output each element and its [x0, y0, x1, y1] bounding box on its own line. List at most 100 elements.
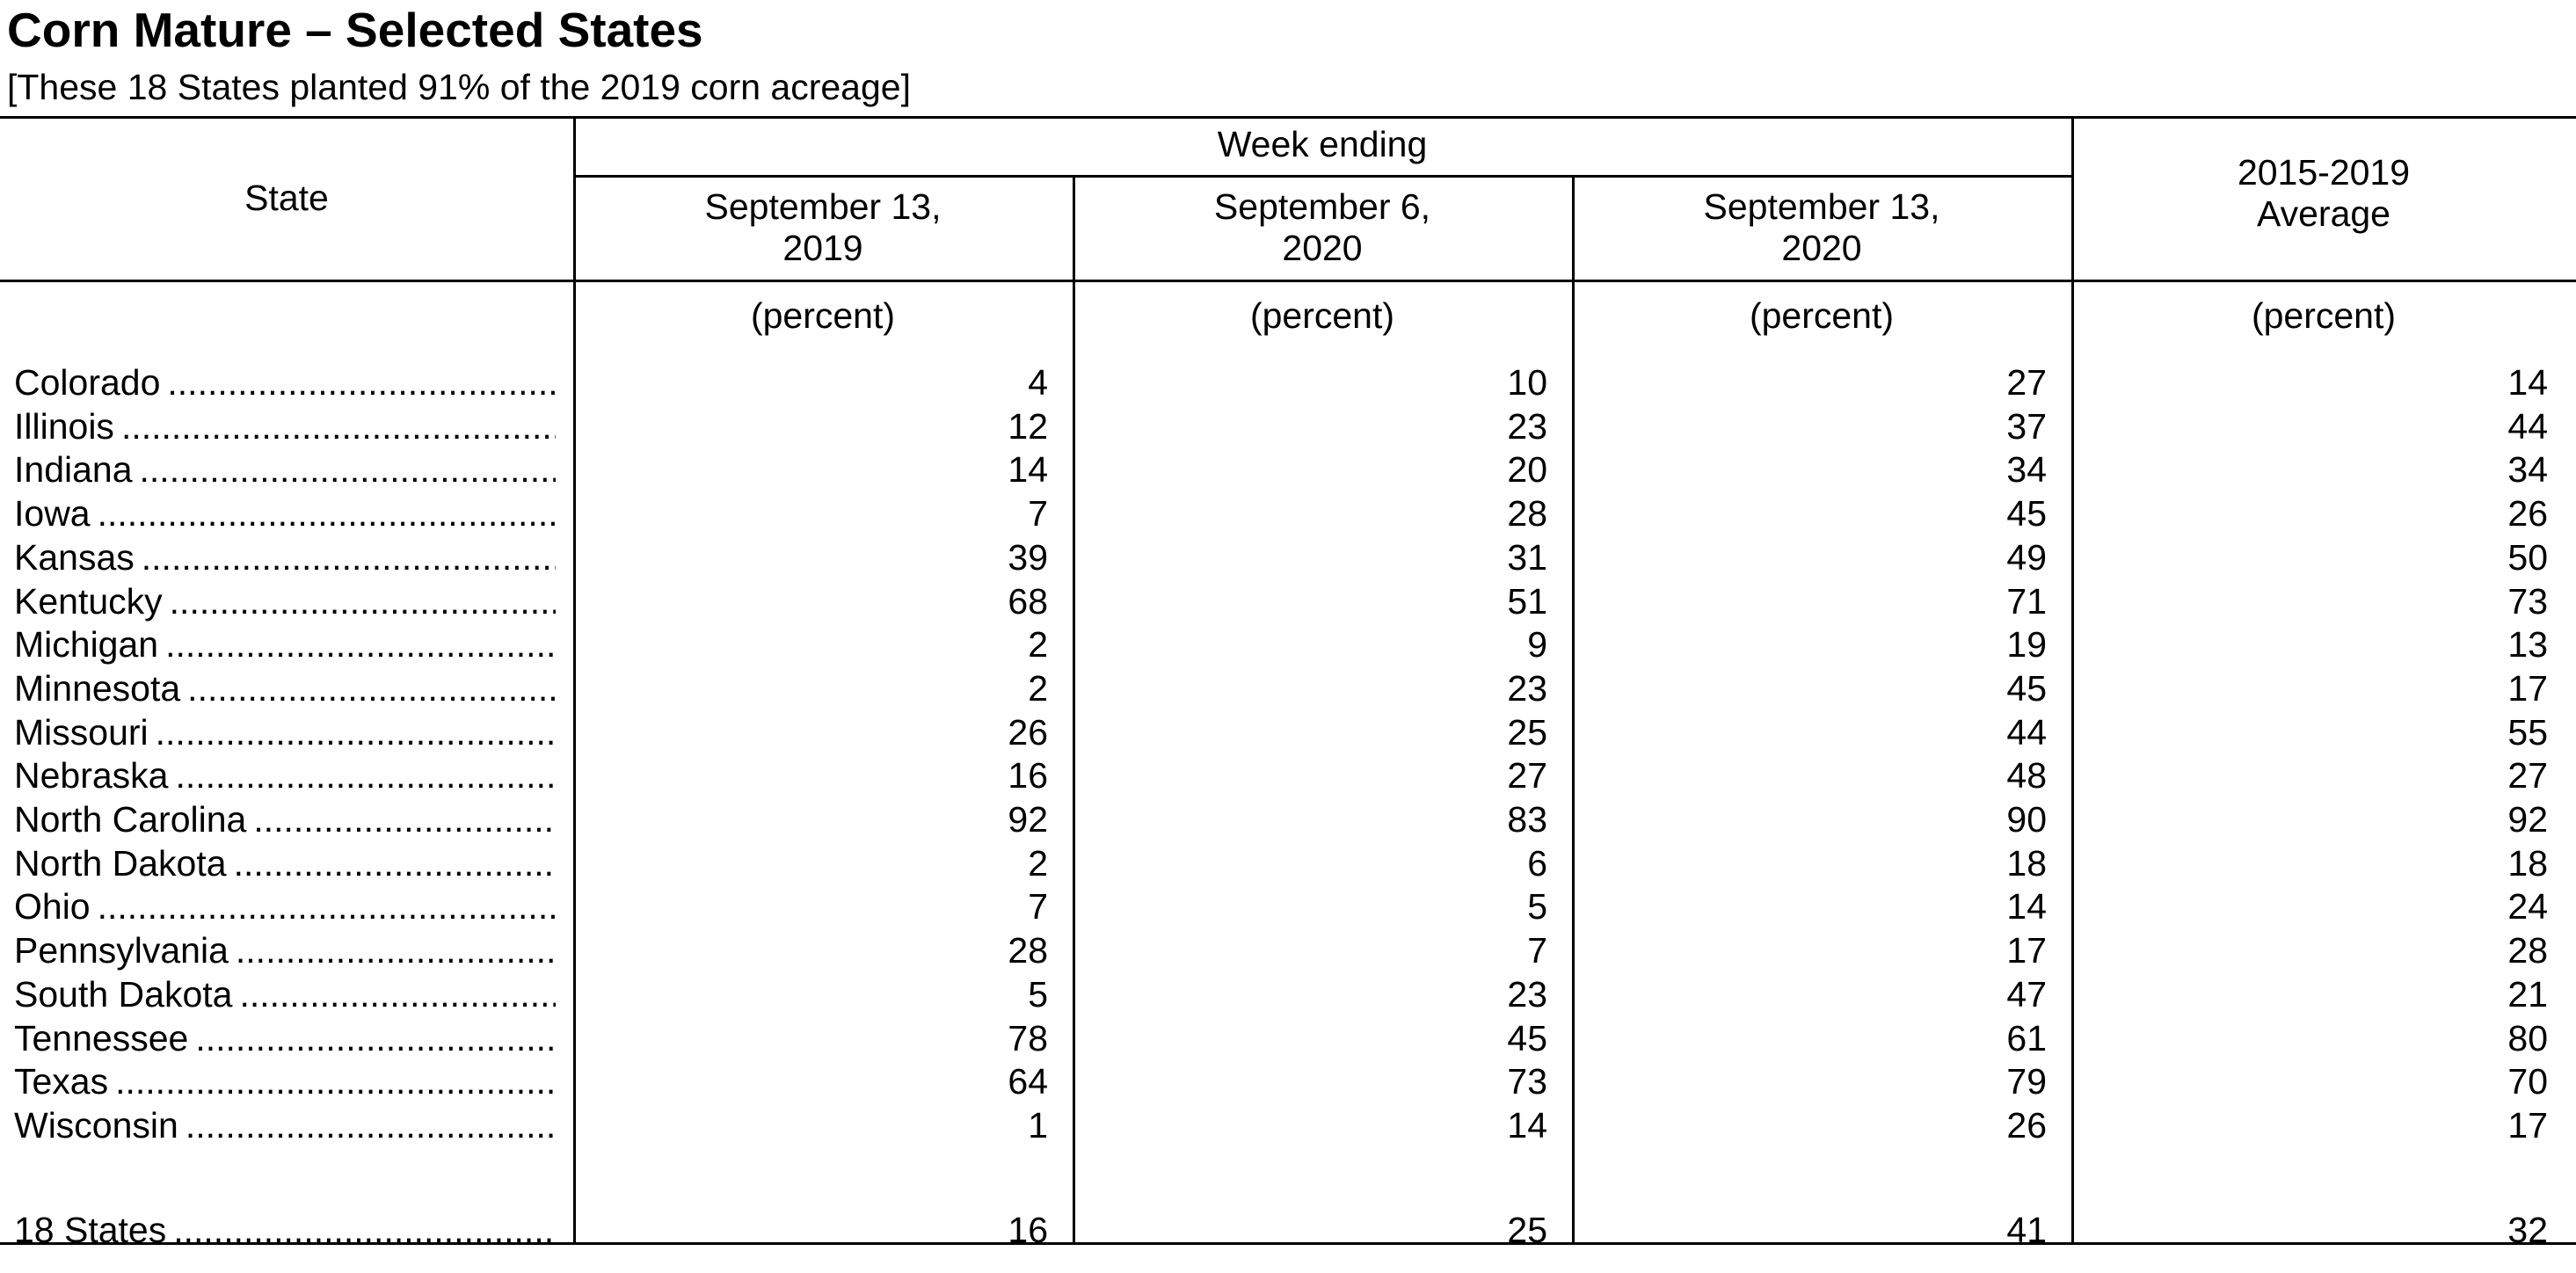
value-cell: 32 — [2507, 1210, 2548, 1251]
table-row: Illinois 12 23 37 44 — [0, 404, 2576, 448]
state-cell: South Dakota — [14, 972, 556, 1016]
unit-label: (percent) — [1749, 295, 1895, 336]
value-cell: 79 — [2006, 1061, 2047, 1102]
value-cell: 26 — [2507, 493, 2548, 535]
table-row: Ohio 7 5 14 24 — [0, 884, 2576, 928]
state-cell: Texas — [14, 1059, 556, 1103]
value-cell: 2 — [1028, 667, 1048, 709]
state-name: Tennessee — [14, 1017, 189, 1058]
state-name: Colorado — [14, 362, 161, 403]
value-cell: 12 — [1008, 405, 1048, 447]
leader-dots — [175, 753, 556, 797]
value-cell: 27 — [1507, 755, 1547, 797]
leader-dots — [167, 360, 556, 404]
state-cell: Tennessee — [14, 1016, 556, 1060]
column-divider-2 — [1073, 175, 1075, 1245]
state-cell: Kansas — [14, 535, 556, 579]
value-cell: 31 — [1507, 536, 1547, 578]
value-cell: 18 — [2006, 842, 2047, 884]
value-cell: 80 — [2507, 1017, 2548, 1058]
state-cell: Illinois — [14, 404, 556, 448]
leader-dots — [115, 1059, 556, 1103]
leader-dots — [165, 622, 556, 666]
value-cell: 17 — [2507, 1104, 2548, 1146]
column-divider-3 — [1572, 175, 1575, 1245]
state-cell: Pennsylvania — [14, 928, 556, 972]
unit-label: (percent) — [2251, 295, 2397, 336]
state-name: Texas — [14, 1061, 109, 1102]
state-cell: Michigan — [14, 622, 556, 666]
value-cell: 1 — [1028, 1104, 1048, 1146]
state-cell: Iowa — [14, 491, 556, 535]
value-cell: 90 — [2006, 799, 2047, 840]
table-row: South Dakota 5 23 47 21 — [0, 972, 2576, 1016]
value-cell: 17 — [2507, 667, 2548, 709]
value-cell: 26 — [1008, 711, 1048, 753]
value-cell: 16 — [1008, 1210, 1048, 1251]
value-cell: 27 — [2507, 755, 2548, 797]
value-cell: 14 — [1507, 1104, 1547, 1146]
value-cell: 47 — [2006, 973, 2047, 1015]
state-cell: Ohio — [14, 884, 556, 928]
column-header-average: 2015-2019 Average — [2237, 152, 2411, 234]
value-cell: 9 — [1527, 624, 1547, 666]
table-bottom-rule — [0, 1242, 2576, 1245]
value-cell: 92 — [1008, 799, 1048, 840]
value-cell: 18 — [2507, 842, 2548, 884]
value-cell: 2 — [1028, 624, 1048, 666]
value-cell: 7 — [1527, 930, 1547, 971]
value-cell: 7 — [1028, 493, 1048, 535]
value-cell: 24 — [2507, 886, 2548, 927]
value-cell: 21 — [2507, 973, 2548, 1015]
value-cell: 50 — [2507, 536, 2548, 578]
state-name: Pennsylvania — [14, 930, 229, 971]
value-cell: 7 — [1028, 886, 1048, 927]
value-cell: 45 — [2006, 667, 2047, 709]
state-name: Minnesota — [14, 667, 181, 709]
value-cell: 14 — [2507, 362, 2548, 403]
column-divider-1 — [573, 116, 576, 1245]
value-cell: 48 — [2006, 755, 2047, 797]
total-row: 18 States 16 25 41 32 — [0, 1208, 2576, 1252]
value-cell: 16 — [1008, 755, 1048, 797]
state-column-header: State — [244, 178, 329, 218]
table-row: Kentucky 68 51 71 73 — [0, 579, 2576, 623]
table-row: Colorado 4 10 27 14 — [0, 360, 2576, 404]
table-top-rule — [0, 116, 2576, 119]
state-cell: North Dakota — [14, 841, 556, 885]
value-cell: 61 — [2006, 1017, 2047, 1058]
column-header-sep13-2019: September 13, 2019 — [704, 186, 942, 268]
value-cell: 92 — [2507, 799, 2548, 840]
state-cell: Missouri — [14, 710, 556, 754]
state-name: Michigan — [14, 624, 159, 666]
leader-dots — [195, 1016, 556, 1060]
table-row: Iowa 7 28 45 26 — [0, 491, 2576, 535]
value-cell: 28 — [1008, 930, 1048, 971]
leader-dots — [170, 579, 556, 623]
value-cell: 23 — [1507, 405, 1547, 447]
header-bottom-rule — [0, 280, 2576, 282]
value-cell: 23 — [1507, 973, 1547, 1015]
value-cell: 45 — [2006, 493, 2047, 535]
value-cell: 19 — [2006, 624, 2047, 666]
column-divider-4 — [2071, 116, 2074, 1245]
value-cell: 37 — [2006, 405, 2047, 447]
state-name: South Dakota — [14, 973, 233, 1015]
table-row: Indiana 14 20 34 34 — [0, 447, 2576, 491]
page-subtitle: [These 18 States planted 91% of the 2019… — [7, 67, 911, 107]
leader-dots — [140, 447, 556, 491]
unit-label: (percent) — [750, 295, 896, 336]
state-name: North Carolina — [14, 799, 247, 840]
table-row: Tennessee 78 45 61 80 — [0, 1016, 2576, 1060]
table-row: Missouri 26 25 44 55 — [0, 710, 2576, 754]
value-cell: 14 — [2006, 886, 2047, 927]
value-cell: 70 — [2507, 1061, 2548, 1102]
value-cell: 5 — [1527, 886, 1547, 927]
state-cell: Nebraska — [14, 753, 556, 797]
state-name: Missouri — [14, 711, 149, 753]
value-cell: 26 — [2006, 1104, 2047, 1146]
table-row: Wisconsin 1 14 26 17 — [0, 1103, 2576, 1147]
leader-dots — [234, 841, 556, 885]
value-cell: 51 — [1507, 580, 1547, 622]
unit-label: (percent) — [1249, 295, 1395, 336]
